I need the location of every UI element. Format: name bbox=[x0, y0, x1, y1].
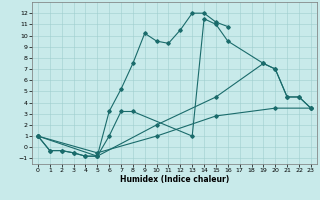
X-axis label: Humidex (Indice chaleur): Humidex (Indice chaleur) bbox=[120, 175, 229, 184]
